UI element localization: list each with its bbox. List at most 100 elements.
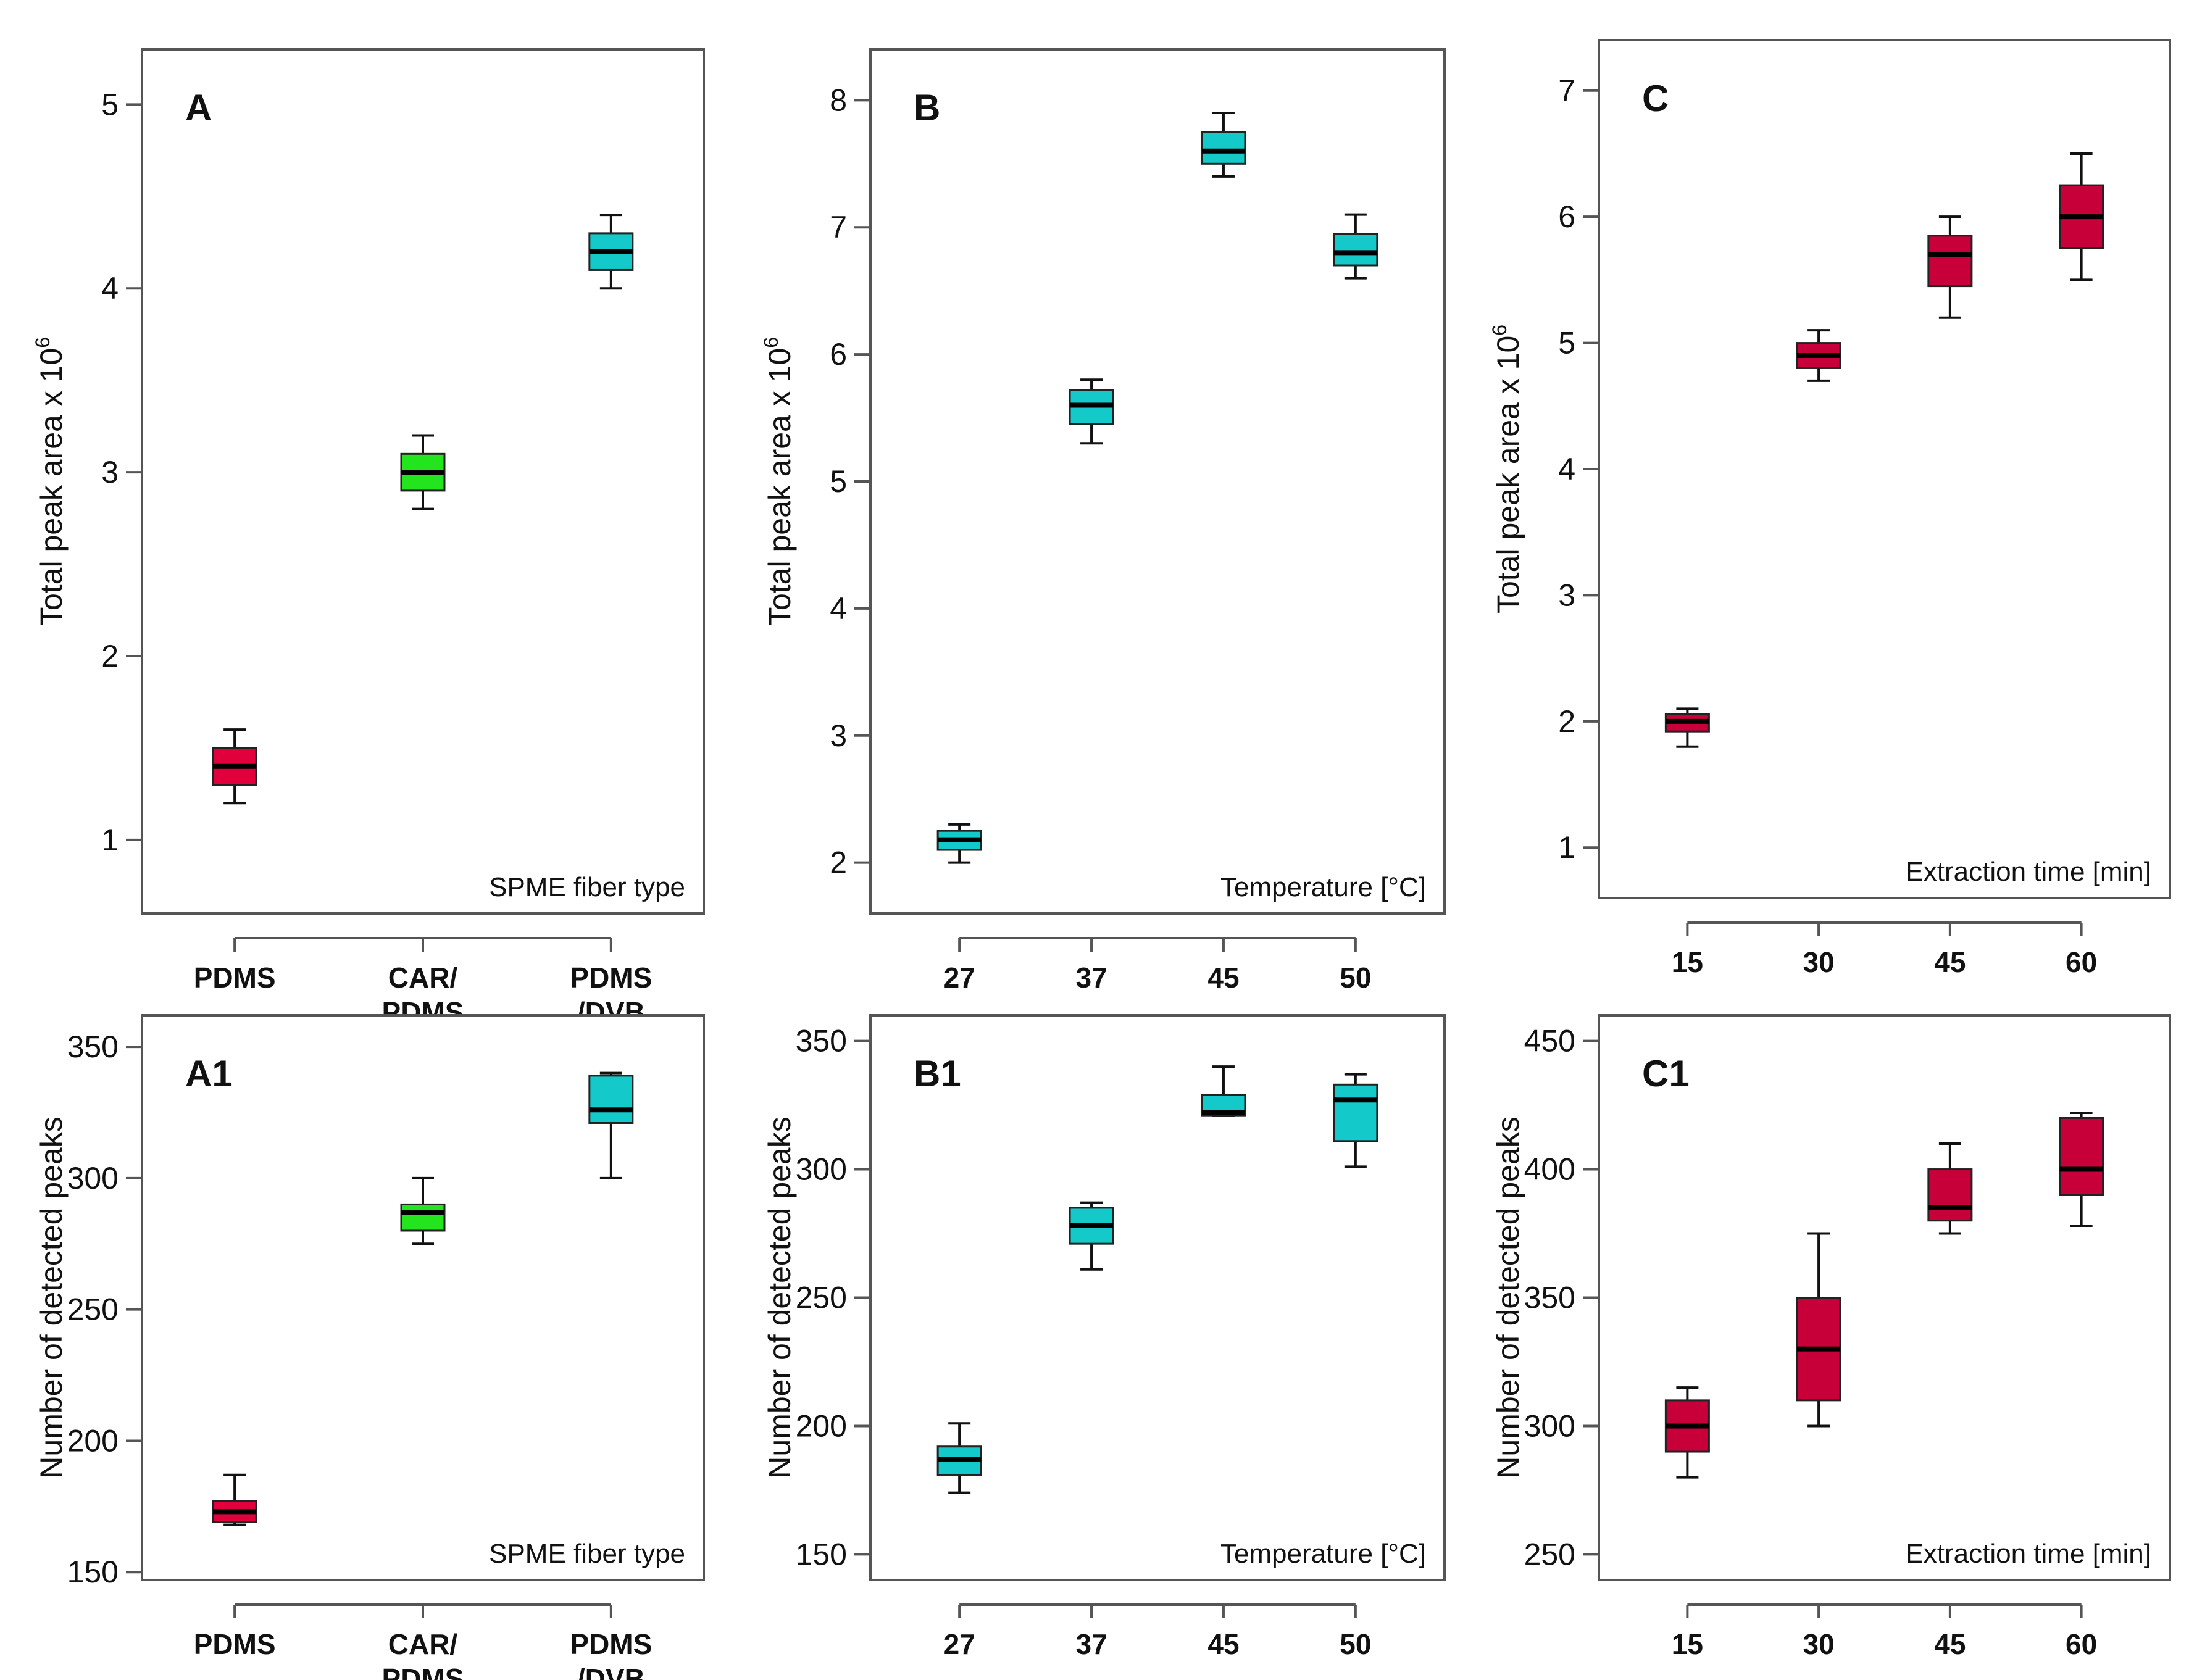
x-category-label: CAR/: [388, 962, 458, 994]
x-category-label: PDMS: [194, 962, 276, 994]
y-axis-title-text: Number of detected peaks: [34, 1117, 69, 1478]
y-axis-title-text: Number of detected peaks: [1491, 1117, 1525, 1478]
y-tick-label: 5: [101, 87, 119, 122]
y-tick-label: 200: [796, 1408, 847, 1443]
iqr-box: [2059, 1117, 2104, 1196]
y-tick-label: 350: [796, 1024, 847, 1058]
box-50: [1333, 213, 1378, 280]
y-tick-label: 300: [1524, 1408, 1575, 1443]
x-category-label: 50: [1340, 962, 1371, 994]
panel-label: C1: [1642, 1053, 1690, 1094]
box-15: [1664, 1386, 1710, 1479]
x-axis-title: Extraction time [min]: [1905, 1539, 2151, 1569]
y-tick-label: 6: [830, 337, 847, 372]
x-category-label: 15: [1672, 1628, 1703, 1660]
x-category-label: 60: [2066, 1628, 2097, 1660]
x-axis-title: SPME fiber type: [489, 1539, 685, 1569]
panel-label: A1: [185, 1053, 233, 1094]
x-category-label: PDMS: [570, 1628, 652, 1660]
x-axis-title: Temperature [°C]: [1220, 872, 1426, 902]
y-tick-label: 3: [830, 718, 847, 753]
y-tick-label: 4: [830, 591, 847, 626]
iqr-box: [588, 1075, 634, 1124]
x-category-label: 60: [2066, 946, 2097, 978]
y-tick-label: 3: [101, 455, 119, 489]
box-pdms-dvb: [588, 1071, 634, 1179]
y-tick-label: 400: [1524, 1152, 1575, 1187]
y-tick-label: 350: [67, 1029, 119, 1064]
panel-a1: 150 200 250 300 350 Number of detected peaks A…: [34, 1014, 705, 1680]
plot-frame: [1598, 39, 2171, 899]
y-tick-label: 1: [101, 823, 119, 857]
box-50: [1333, 1073, 1378, 1168]
x-category-label: 37: [1075, 1628, 1107, 1660]
panel-label: B1: [914, 1053, 961, 1094]
y-tick-label: 8: [830, 83, 847, 117]
y-axis-title-text: Total peak area x 10: [1491, 336, 1525, 613]
box-30: [1796, 329, 1841, 382]
panel-a: 1 2 3 4 5 Total peak area x 106 A SPME fiber ty…: [31, 48, 705, 1028]
y-tick-label: 7: [830, 210, 847, 244]
box-45: [1927, 1142, 1973, 1235]
x-category-label: PDMS: [570, 962, 652, 994]
y-axis-title-text: Number of detected peaks: [762, 1117, 797, 1478]
y-tick-label: 2: [830, 846, 847, 880]
x-category-label: 27: [944, 1628, 975, 1660]
box-45: [1927, 215, 1973, 319]
y-tick-label: 250: [1524, 1537, 1575, 1571]
y-tick-label: 5: [830, 464, 847, 499]
y-tick-label: 7: [1558, 73, 1575, 108]
y-axis-title: Number of detected peaks: [34, 1117, 69, 1478]
box-60: [2059, 1112, 2104, 1228]
y-axis-title: Total peak area x 106: [760, 337, 797, 626]
y-tick-label: 2: [1558, 704, 1575, 739]
y-tick-label: 150: [67, 1555, 119, 1589]
y-axis-title-text: Total peak area x 10: [762, 348, 797, 626]
iqr-box: [400, 1203, 446, 1232]
y-tick-label: 6: [1558, 199, 1575, 234]
y-axis-title: Number of detected peaks: [1491, 1117, 1525, 1478]
box-27: [936, 823, 982, 864]
x-category-label: PDMS: [194, 1628, 276, 1660]
y-tick-label: 450: [1524, 1024, 1575, 1058]
y-axis-title: Total peak area x 106: [31, 337, 69, 626]
panel-label: C: [1642, 78, 1669, 119]
y-axis-title: Number of detected peaks: [762, 1117, 797, 1478]
y-tick-label: 300: [67, 1161, 119, 1196]
y-tick-label: 3: [1558, 578, 1575, 612]
x-category-label: PDMS: [382, 1663, 464, 1680]
x-axis-title: Extraction time [min]: [1905, 857, 2151, 887]
y-axis-title-text: Total peak area x 10: [34, 348, 69, 626]
iqr-box: [1201, 131, 1246, 165]
y-tick-label: 200: [67, 1423, 119, 1458]
box-37: [1069, 378, 1114, 445]
panel-label: B: [914, 87, 940, 128]
iqr-box: [1333, 1083, 1378, 1142]
y-tick-label: 1: [1558, 830, 1575, 865]
y-axis-title-exponent: 6: [31, 337, 54, 348]
y-tick-label: 250: [67, 1292, 119, 1327]
y-tick-label: 350: [1524, 1281, 1575, 1315]
y-tick-label: 250: [796, 1281, 847, 1315]
panel-b1: 150 200 250 300 350 Number of detected peaks B…: [762, 1014, 1446, 1660]
y-tick-label: 5: [1558, 326, 1575, 360]
box-pdms-dvb: [588, 214, 634, 290]
x-category-label: 37: [1075, 962, 1107, 994]
y-axis-title-exponent: 6: [1488, 325, 1511, 336]
box-60: [2059, 152, 2104, 281]
iqr-box: [1927, 1168, 1973, 1222]
box-15: [1664, 707, 1710, 748]
y-tick-label: 4: [1558, 452, 1575, 486]
x-category-label: CAR/: [388, 1628, 458, 1660]
box-30: [1796, 1232, 1841, 1428]
y-axis-title: Total peak area x 106: [1488, 325, 1525, 613]
iqr-box: [1333, 233, 1378, 267]
x-category-label: 45: [1207, 962, 1239, 994]
box-37: [1069, 1201, 1114, 1271]
box-45: [1201, 1065, 1246, 1117]
x-axis-title: Temperature [°C]: [1220, 1539, 1426, 1569]
y-tick-label: 300: [796, 1152, 847, 1187]
